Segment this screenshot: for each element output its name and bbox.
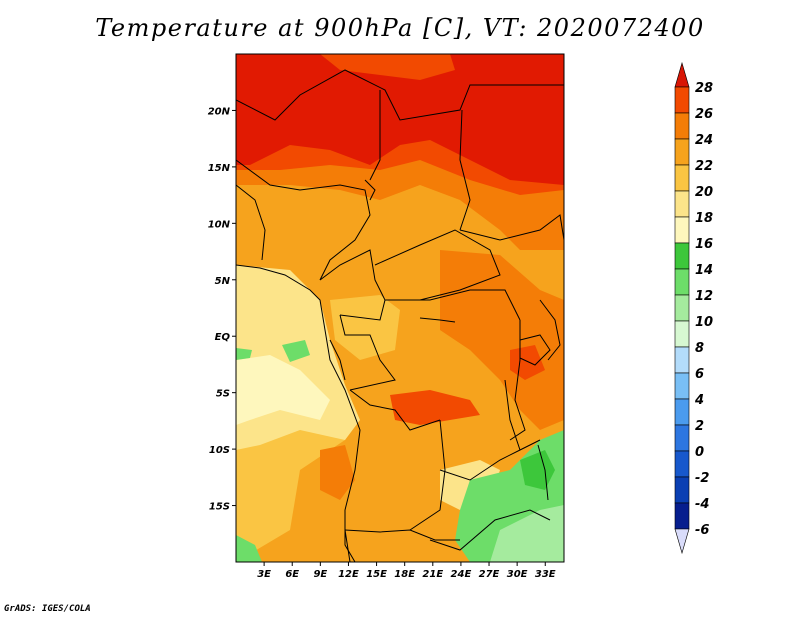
lake-tanganyika <box>504 379 521 451</box>
colorbar-label: 20 <box>695 185 713 200</box>
colorbar-label: -4 <box>695 497 709 512</box>
colorbar-label: 2 <box>695 419 704 434</box>
colorbar-label: 22 <box>695 159 713 174</box>
lake-victoria <box>519 334 551 366</box>
colorbar-swatch <box>674 372 690 400</box>
field-region-green-coast <box>236 348 252 360</box>
colorbar-swatch <box>674 268 690 296</box>
colorbar-swatch <box>674 216 690 244</box>
colorbar-swatch <box>674 424 690 452</box>
colorbar-bottom-arrow <box>674 528 690 555</box>
border-gabon-congo <box>339 314 396 391</box>
coastline-west <box>236 264 361 562</box>
field-region-green-ocean <box>282 340 310 362</box>
country-borders <box>236 69 564 562</box>
colorbar-swatch <box>674 112 690 140</box>
lon-tick-label: 30E <box>507 569 528 580</box>
grads-credit: GrADS: IGES/COLA <box>4 604 91 614</box>
field-region-cooler-ocean <box>236 355 330 425</box>
lon-tick-label: 6E <box>285 569 299 580</box>
river-congo-trace <box>419 317 456 323</box>
lon-tick-label: 33E <box>535 569 556 580</box>
field-region-warm-east <box>440 250 564 430</box>
lat-tick-label: EQ <box>215 332 231 343</box>
colorbar-label: -2 <box>695 471 709 486</box>
lon-tick-label: 21E <box>422 569 443 580</box>
lat-tick-label: 10N <box>208 219 231 230</box>
border-east-africa <box>539 299 561 361</box>
colorbar-swatch <box>674 294 690 322</box>
colorbar-label: 24 <box>695 133 713 148</box>
field-region-green-light-southeast <box>490 505 564 562</box>
border-angola-south <box>344 529 460 541</box>
lon-tick-label: 18E <box>394 569 415 580</box>
colorbar-swatch <box>674 138 690 166</box>
border-niger-chad <box>369 90 381 181</box>
latitude-axis: 20N 15N 10N 5N EQ 5S 10S 15S <box>208 106 236 513</box>
map-frame <box>235 53 565 563</box>
field-region-green-southwest <box>236 535 262 562</box>
colorbar-swatch <box>674 242 690 270</box>
temperature-field <box>236 54 564 562</box>
colorbar-swatch <box>674 398 690 426</box>
colorbar-top-arrow <box>674 61 690 88</box>
lon-tick-label: 3E <box>257 569 271 580</box>
colorbar-label: 28 <box>695 81 713 96</box>
border-cameroon <box>319 249 386 321</box>
lon-tick-label: 24E <box>451 569 472 580</box>
lat-tick-label: 10S <box>209 445 230 456</box>
lon-tick-label: 27E <box>479 569 500 580</box>
longitude-axis: 3E 6E 9E 12E 15E 18E 21E 24E 27E 30E 33E <box>257 562 556 580</box>
border-zambia <box>439 439 541 481</box>
lat-tick-label: 15N <box>208 163 231 174</box>
colorbar-swatch <box>674 86 690 114</box>
field-region-very-warm-north-strip <box>320 54 455 80</box>
coastline-bight <box>329 339 346 381</box>
map-title: Temperature at 900hPa [C], VT: 202007240… <box>95 14 705 42</box>
colorbar-label: 6 <box>695 367 704 382</box>
lat-tick-label: 5S <box>216 389 230 400</box>
lon-tick-label: 9E <box>313 569 327 580</box>
field-region-warm-southwest <box>320 445 355 500</box>
border-car <box>374 229 501 301</box>
border-angola-east <box>409 419 446 531</box>
colorbar-swatch <box>674 502 690 530</box>
field-region-very-warm-central <box>390 390 480 425</box>
lat-tick-label: 5N <box>215 276 231 287</box>
lat-tick-label: 20N <box>208 106 231 117</box>
colorbar-label: 12 <box>695 289 713 304</box>
colorbar-swatch <box>674 164 690 192</box>
lon-tick-label: 15E <box>366 569 387 580</box>
border-angola-north <box>349 389 441 431</box>
border-sahel-west <box>236 184 266 261</box>
colorbar-label: 10 <box>695 315 713 330</box>
colorbar-label: 16 <box>695 237 713 252</box>
border-namibia <box>344 529 351 562</box>
colorbar-swatch <box>674 476 690 504</box>
colorbar-label: -6 <box>695 523 709 538</box>
colorbar-swatch <box>674 346 690 374</box>
lon-tick-label: 12E <box>338 569 359 580</box>
border-north-sahara <box>236 69 564 121</box>
colorbar-label: 8 <box>695 341 704 356</box>
lake-chad <box>364 179 376 201</box>
colorbar-label: 18 <box>695 211 713 226</box>
colorbar-swatch <box>674 190 690 218</box>
colorbar-label: 0 <box>695 445 704 460</box>
border-drc-north <box>385 289 521 321</box>
colorbar-swatch <box>674 450 690 478</box>
colorbar-swatch <box>674 320 690 348</box>
colorbar-label: 4 <box>694 393 704 408</box>
lat-tick-label: 15S <box>209 502 230 513</box>
border-chad-sudan <box>459 109 471 231</box>
colorbar-label: 14 <box>695 263 713 278</box>
lake-malawi <box>537 444 549 501</box>
border-nigeria <box>236 159 371 281</box>
border-south-sudan <box>459 214 564 241</box>
colorbar-label: 26 <box>695 107 713 122</box>
border-southern <box>429 509 551 551</box>
